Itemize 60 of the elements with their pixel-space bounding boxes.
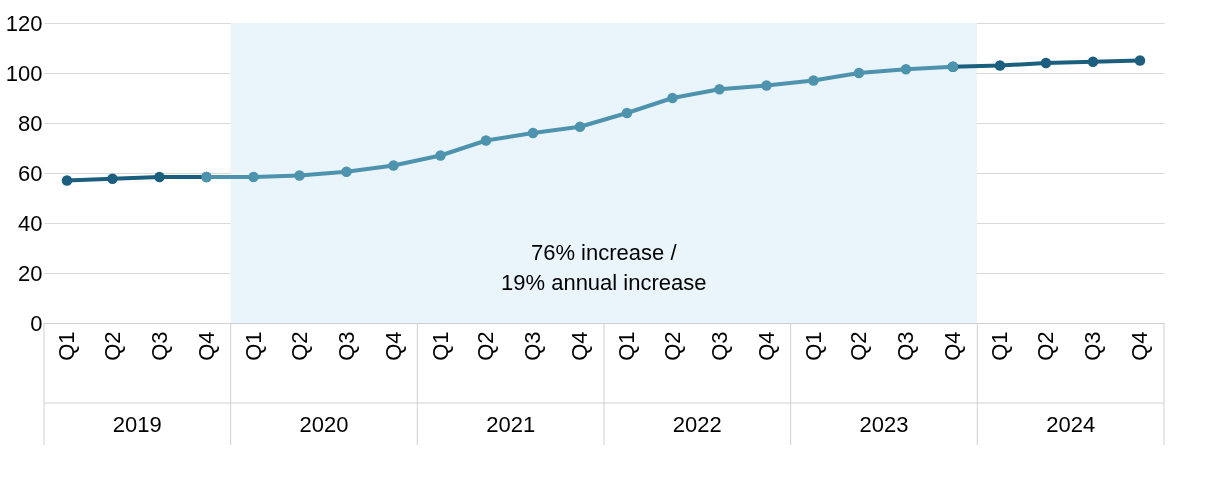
point	[621, 107, 633, 119]
point	[388, 160, 399, 171]
x-tick-label: Q3	[706, 331, 732, 361]
x-tick-label: Q1	[987, 331, 1013, 361]
point	[480, 135, 492, 146]
y-tick-label: 20	[18, 260, 43, 286]
point	[994, 60, 1006, 71]
text: 2022	[672, 412, 722, 437]
x-tick-label: Q4	[1127, 331, 1153, 361]
x-tick-label: Q2	[99, 331, 125, 361]
y-tick-label: 80	[18, 110, 43, 136]
x-tick-label: Q3	[1080, 331, 1106, 361]
y-tick-label: 60	[18, 160, 43, 186]
point	[154, 171, 165, 183]
x-tick-label: Q3	[520, 331, 546, 361]
x-tick-label: Q1	[54, 331, 80, 361]
point	[294, 170, 305, 181]
point	[527, 127, 539, 139]
point	[900, 64, 912, 75]
y-tick-label: 40	[18, 210, 43, 236]
text: 2020	[299, 412, 349, 437]
x-tick-label: Q4	[193, 331, 219, 361]
text: 2023	[859, 412, 909, 437]
text: 2019	[112, 412, 162, 437]
x-tick-label: Q1	[614, 331, 640, 361]
text: 2021	[486, 412, 536, 437]
x-tick-label: Q1	[428, 331, 453, 361]
point	[853, 67, 865, 79]
text: 2024	[1046, 412, 1096, 437]
x-tick-label: Q2	[846, 331, 872, 361]
point	[341, 166, 352, 177]
band-label: 76% increase / 19% annual increase	[501, 240, 707, 295]
point	[574, 121, 586, 132]
x-tick-label: Q3	[146, 331, 172, 361]
y-tick-label: 100	[5, 60, 43, 86]
x-tick-label: Q2	[473, 331, 499, 361]
x-tick-label: Q2	[286, 331, 312, 361]
point	[808, 75, 819, 86]
x-tick-label: Q3	[333, 331, 359, 361]
x-tick-label: Q4	[567, 331, 593, 361]
x-tick-label: Q3	[893, 331, 919, 361]
x-tick-label: Q2	[659, 331, 685, 361]
point	[714, 84, 725, 95]
point	[61, 175, 73, 186]
x-tick-label: Q2	[1033, 331, 1059, 361]
point	[667, 92, 678, 104]
point	[761, 80, 772, 91]
point	[248, 171, 259, 183]
point	[1087, 56, 1099, 67]
x-tick-label: Q1	[800, 331, 826, 361]
x-tick-label: Q4	[380, 331, 406, 361]
x-tick-label: Q1	[240, 331, 266, 361]
point	[435, 150, 446, 161]
y-tick-label: 120	[5, 10, 43, 36]
point	[1040, 57, 1052, 69]
x-tick-label: Q4	[753, 331, 779, 361]
x-tick-label: Q4	[940, 331, 966, 361]
point	[1134, 55, 1146, 66]
y-tick-label: 0	[30, 310, 43, 336]
point	[107, 173, 118, 184]
